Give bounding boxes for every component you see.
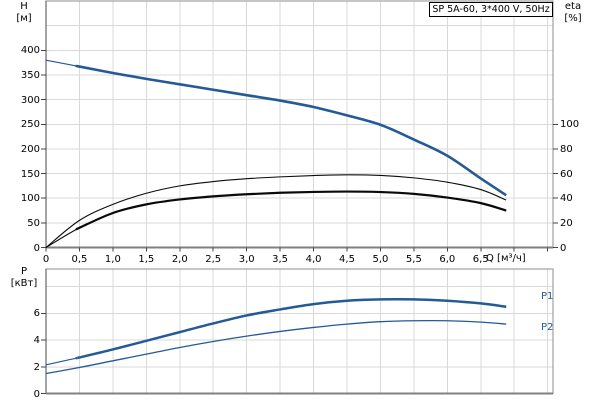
y-tick-label: 250 — [20, 119, 40, 131]
eta-total-curve — [75, 190, 507, 231]
p-axis-letter: P — [20, 266, 28, 277]
h-axis-letter: H — [20, 1, 28, 12]
y-tick-label: 200 — [20, 143, 40, 155]
y-tick-label: 0 — [33, 242, 40, 254]
eta-axis-unit: [%] — [564, 13, 582, 24]
y2-tick-label: 80 — [560, 143, 573, 155]
x-tick-label: 6,0 — [439, 253, 456, 265]
x-tick-label: 1,0 — [104, 253, 121, 265]
x-tick-label: 5,0 — [372, 253, 389, 265]
y-tick-label: 150 — [20, 168, 40, 180]
y-tick-label: 350 — [20, 69, 40, 81]
q-axis-label: Q [м³/ч] — [486, 253, 526, 264]
y2-tick-label: 40 — [560, 193, 573, 205]
y-tick-label: 100 — [20, 193, 40, 205]
y-tick-label: 2 — [33, 361, 40, 373]
eta-axis-letter: eta — [564, 1, 582, 12]
x-tick-label: 2,0 — [171, 253, 188, 265]
y2-tick-label: 20 — [560, 217, 573, 229]
y2-tick-label: 60 — [560, 168, 573, 180]
h-curve-thin — [45, 59, 507, 196]
x-tick-label: 0,5 — [71, 253, 88, 265]
p2-curve-label: P2 — [541, 322, 554, 333]
y2-tick-label: 100 — [560, 119, 580, 131]
y-tick-label: 300 — [20, 94, 40, 106]
x-tick-label: 4,0 — [305, 253, 322, 265]
x-tick-label: 6,5 — [472, 253, 489, 265]
h-axis-unit: [м] — [16, 13, 32, 24]
head-efficiency-chart — [41, 0, 558, 252]
y-tick-label: 0 — [33, 388, 40, 400]
p2-curve-thin — [45, 319, 507, 375]
x-tick-label: 1,5 — [138, 253, 155, 265]
x-tick-label: 3,5 — [272, 253, 289, 265]
eta-pump-curve-thin — [45, 174, 507, 248]
eta-total-curve-thin — [45, 190, 507, 248]
x-tick-label: 4,5 — [339, 253, 355, 265]
x-tick-label: 5,5 — [405, 253, 422, 265]
x-tick-label: 2,5 — [205, 253, 222, 265]
x-tick-label: 0 — [42, 253, 50, 265]
h-curve — [75, 64, 507, 197]
p-axis-unit: [кВт] — [10, 278, 38, 289]
p1-curve — [75, 298, 507, 360]
y-tick-label: 6 — [33, 308, 40, 320]
y2-tick-label: 0 — [560, 242, 567, 254]
y-tick-label: 400 — [20, 45, 40, 57]
y-tick-label: 50 — [27, 217, 40, 229]
plot-border — [45, 268, 554, 394]
p1-curve-label: P1 — [541, 291, 554, 302]
power-chart — [41, 268, 554, 395]
y-tick-label: 4 — [33, 335, 40, 347]
x-tick-label: 3,0 — [238, 253, 255, 265]
pump-model-title: SP 5A-60, 3*400 V, 50Hz — [429, 2, 553, 17]
